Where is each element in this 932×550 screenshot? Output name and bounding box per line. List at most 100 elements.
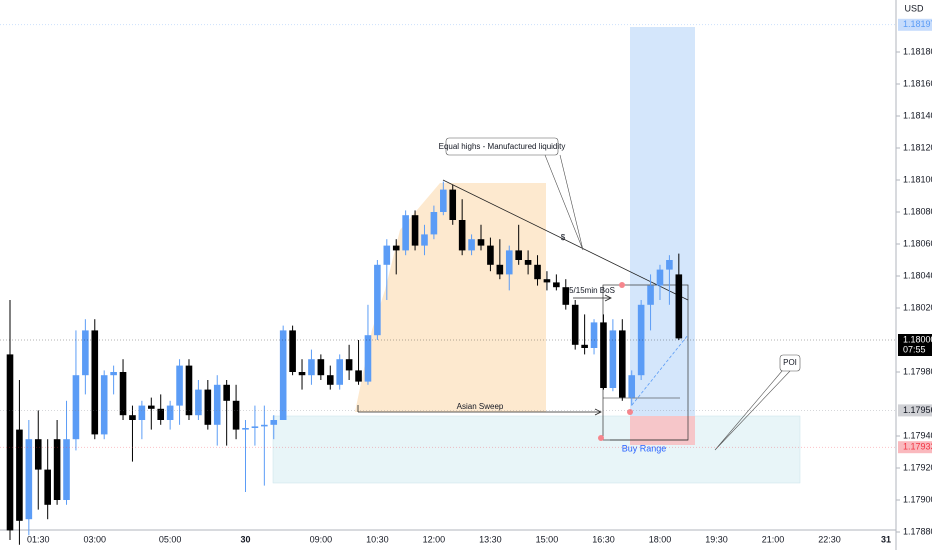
candle-body <box>16 429 23 521</box>
candle-body <box>53 439 61 500</box>
candle-body <box>449 189 457 220</box>
y-tick-label: 1.18160 <box>903 78 932 88</box>
candle-body <box>138 405 146 420</box>
y-tick-label: 1.17940 <box>903 430 932 440</box>
candle-body <box>185 365 193 416</box>
candle-body <box>72 375 80 440</box>
candle-body <box>364 335 372 382</box>
annotation: Equal highs - Manufactured liquidity <box>439 142 566 151</box>
candle-body <box>279 330 287 420</box>
candle-body <box>411 215 419 246</box>
x-tick-label: 15:00 <box>536 534 559 544</box>
callout-pointer <box>544 154 584 251</box>
candle-body <box>458 220 466 251</box>
y-tick-label: 1.18040 <box>903 270 932 280</box>
candle-body <box>543 279 551 283</box>
annotation: 5/15min BoS <box>569 286 615 295</box>
candle-body <box>232 400 240 430</box>
candle-body <box>25 439 33 520</box>
candle-body <box>195 389 202 416</box>
candle-body <box>242 428 249 430</box>
candle-body <box>289 330 296 372</box>
marker <box>598 435 604 441</box>
candle-body <box>562 287 570 305</box>
x-tick-label: 19:30 <box>705 534 728 544</box>
candle-body <box>496 264 504 275</box>
candle-body <box>298 372 306 376</box>
candle-body <box>590 322 598 348</box>
candle-body <box>619 330 626 398</box>
candle-body <box>157 408 165 420</box>
candle-body <box>317 359 325 376</box>
candle-body <box>345 359 353 371</box>
candle-body <box>421 234 428 246</box>
sweep-arrow <box>594 408 602 416</box>
price-label: 1.17933 <box>903 442 932 452</box>
y-tick-label: 1.18080 <box>903 206 932 216</box>
x-tick-label: 12:00 <box>423 534 446 544</box>
y-tick-label: 1.18020 <box>903 302 932 312</box>
candle-body <box>675 274 683 339</box>
candle-body <box>571 304 579 345</box>
y-tick-label: 1.17880 <box>903 526 932 536</box>
x-tick-label: 10:30 <box>366 534 389 544</box>
y-tick-label: 1.17900 <box>903 494 932 504</box>
x-tick-label: 16:30 <box>592 534 615 544</box>
x-tick-label: 21:00 <box>762 534 785 544</box>
price-label-box <box>898 404 932 417</box>
candle-body <box>392 245 400 251</box>
annotation: Asian Sweep <box>457 402 504 411</box>
candle-body <box>204 389 212 425</box>
annotation: $ <box>561 233 566 242</box>
price-label-box <box>898 334 932 356</box>
price-label: 1.18197 <box>903 19 932 29</box>
candle-body <box>63 439 70 500</box>
candle-body <box>110 372 117 376</box>
callout-pointer <box>714 370 791 451</box>
candle-body <box>666 260 673 270</box>
currency: USD <box>904 3 924 13</box>
x-tick-label: 01:30 <box>27 534 50 544</box>
candle-body <box>383 245 391 265</box>
marker <box>619 282 625 288</box>
candle-body <box>600 322 607 388</box>
marker <box>627 409 633 415</box>
candle-body <box>524 260 532 265</box>
candle-body <box>430 212 438 235</box>
candle-body <box>119 372 127 416</box>
annotation: POI <box>783 358 797 367</box>
candle-body <box>656 269 664 286</box>
candle-body <box>581 344 588 348</box>
candle-body <box>326 375 334 385</box>
y-tick-label: 1.18120 <box>903 142 932 152</box>
candle-body <box>6 354 14 531</box>
y-tick-label: 1.18140 <box>903 110 932 120</box>
candle-body <box>176 365 183 406</box>
x-tick-label: 31 <box>881 534 891 544</box>
y-tick-label: 1.18060 <box>903 238 932 248</box>
callout <box>445 137 559 156</box>
candle-body <box>336 359 343 385</box>
x-tick-label: 30 <box>240 534 250 544</box>
candle-body <box>223 384 230 401</box>
x-tick-label: 18:00 <box>649 534 672 544</box>
candle-body <box>402 215 409 251</box>
candle-body <box>628 375 636 398</box>
candle-body <box>34 439 42 470</box>
y-tick-label: 1.18100 <box>903 174 932 184</box>
x-tick-label: 09:00 <box>310 534 333 544</box>
candle-body <box>440 189 447 212</box>
candle-body <box>515 250 522 260</box>
candle-body <box>374 264 381 336</box>
candle-body <box>251 426 259 428</box>
bos-arrow <box>604 294 612 302</box>
candle-body <box>148 405 155 409</box>
candle-body <box>308 359 315 376</box>
x-tick-label: 05:00 <box>159 534 182 544</box>
price-label-box <box>898 18 932 31</box>
trend-line <box>442 179 689 301</box>
price-label-box <box>898 441 932 454</box>
candle-body <box>477 239 485 246</box>
